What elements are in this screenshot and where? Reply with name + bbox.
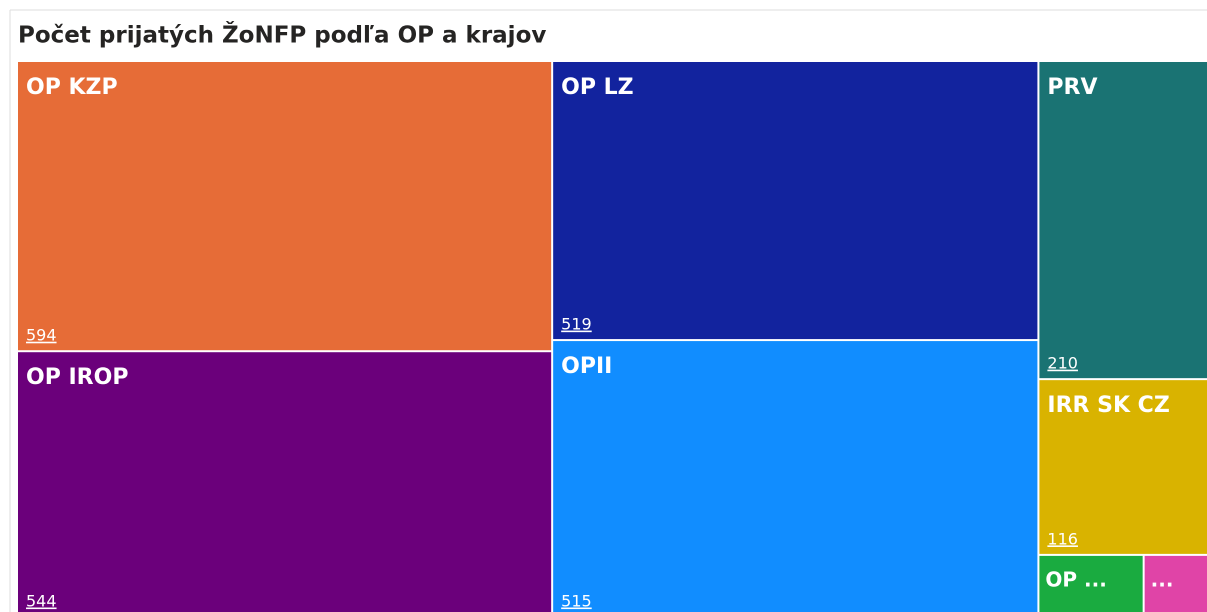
tile-label: OP IROP	[26, 365, 128, 390]
tile-label: OPII	[561, 354, 612, 379]
chart-title: Počet prijatých ŽoNFP podľa OP a krajov	[18, 21, 546, 49]
value-label: 519	[561, 315, 592, 334]
tile-label: OP LZ	[561, 75, 633, 100]
value-label: 594	[26, 326, 57, 345]
tile	[1039, 555, 1143, 612]
tile	[553, 62, 1038, 340]
value-label: 515	[561, 592, 592, 611]
tile-label: OP KZP	[26, 75, 118, 100]
tile-label: PRV	[1047, 75, 1097, 100]
tile-label: OP ...	[1045, 567, 1106, 591]
tile	[18, 62, 552, 351]
value-label: 544	[26, 592, 57, 611]
value-label: 210	[1047, 354, 1078, 373]
tile	[1144, 555, 1207, 612]
tile	[1039, 62, 1207, 379]
tile-label: IRR SK CZ	[1047, 393, 1169, 418]
tile	[553, 341, 1038, 612]
value-label: 116	[1047, 529, 1078, 548]
tile-label: ...	[1151, 567, 1174, 591]
tile	[18, 352, 552, 612]
tile	[1039, 380, 1207, 554]
